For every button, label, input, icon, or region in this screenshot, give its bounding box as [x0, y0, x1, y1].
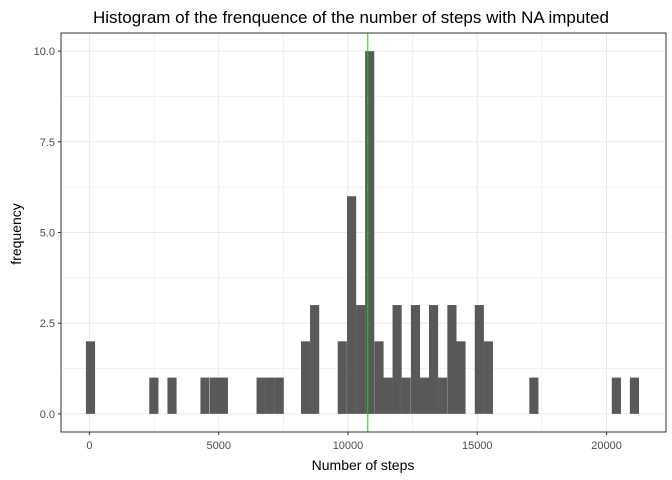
- histogram-bar: [218, 377, 228, 414]
- x-tick-label: 5000: [206, 440, 230, 452]
- x-axis-ticks: 0 5000 10000 15000 20000: [86, 432, 622, 452]
- histogram-bar: [210, 377, 220, 414]
- histogram-bar: [401, 377, 411, 414]
- histogram-bar: [149, 377, 159, 414]
- histogram-bar: [200, 377, 210, 414]
- histogram-bar: [447, 305, 457, 414]
- x-tick-label: 10000: [333, 440, 364, 452]
- grid: [61, 33, 666, 432]
- x-tick-label: 20000: [591, 440, 622, 452]
- histogram-bar: [419, 377, 430, 414]
- x-axis-title: Number of steps: [312, 457, 415, 473]
- histogram-bar: [456, 341, 466, 414]
- x-tick-label: 15000: [462, 440, 493, 452]
- histogram-bar: [374, 341, 384, 414]
- histogram-bar: [529, 377, 539, 414]
- histogram-bar: [383, 377, 393, 414]
- y-tick-label: 2.5: [40, 318, 55, 330]
- histogram-bar: [438, 377, 448, 414]
- y-tick-label: 0.0: [40, 409, 55, 421]
- histogram-bar: [474, 305, 484, 414]
- histogram-bar: [611, 377, 621, 414]
- histogram-bar: [301, 341, 311, 414]
- histogram-bar: [310, 305, 320, 414]
- histogram-bar: [337, 341, 347, 414]
- histogram-bar: [167, 377, 177, 414]
- y-axis-ticks: 0.0 2.5 5.0 7.5 10.0: [34, 46, 61, 421]
- histogram-bar: [356, 305, 366, 414]
- y-tick-label: 7.5: [40, 137, 55, 149]
- histogram-bar: [265, 377, 275, 414]
- histogram-bar: [256, 377, 266, 414]
- histogram-bar: [347, 196, 357, 414]
- histogram-bar: [85, 341, 96, 414]
- chart-title: Histogram of the frenquence of the numbe…: [93, 8, 609, 27]
- histogram-bar: [428, 305, 439, 414]
- bars: [85, 51, 640, 414]
- y-tick-label: 5.0: [40, 228, 55, 240]
- y-tick-label: 10.0: [34, 46, 55, 58]
- histogram-bar: [274, 377, 284, 414]
- histogram-bar: [483, 341, 493, 414]
- x-tick-label: 0: [86, 440, 92, 452]
- histogram-bar: [365, 51, 375, 414]
- y-axis-title: frequency: [8, 203, 24, 264]
- histogram-bar: [392, 305, 402, 414]
- histogram-bar: [629, 377, 640, 414]
- histogram-bar: [410, 305, 421, 414]
